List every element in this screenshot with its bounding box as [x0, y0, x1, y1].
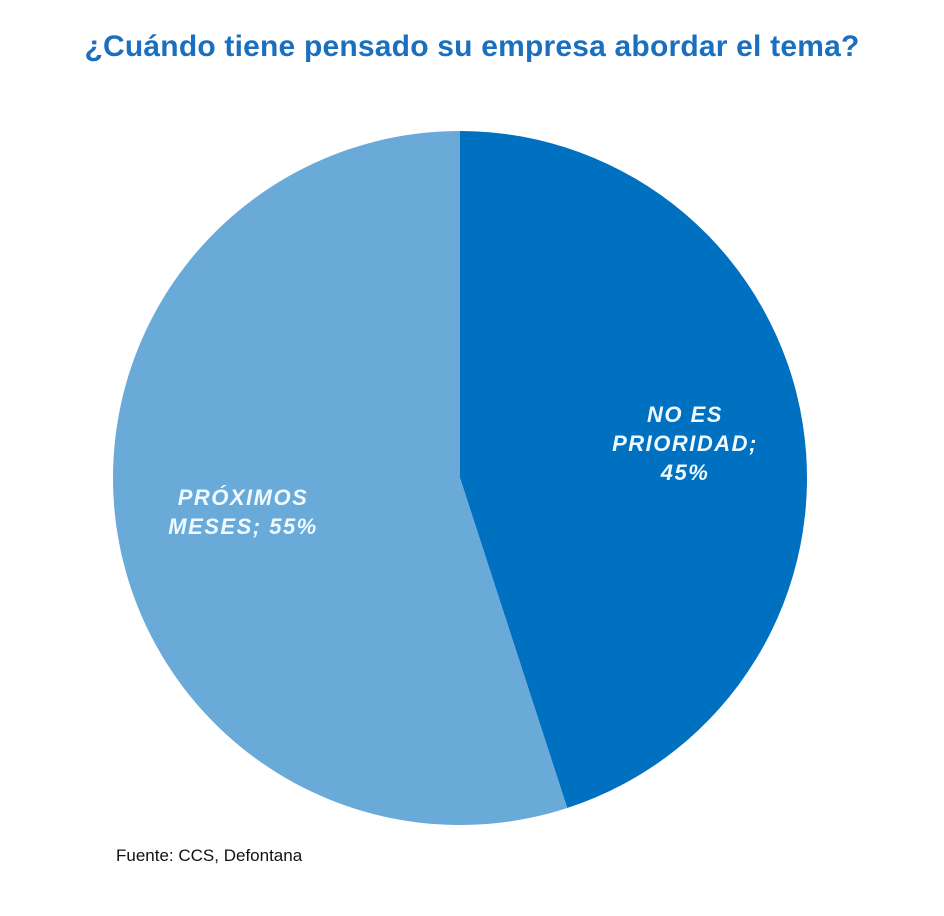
slice-label-line: NO ES [647, 402, 723, 427]
slice-label-line: MESES; 55% [168, 514, 318, 539]
slice-label-line: PRÓXIMOS [178, 485, 309, 510]
slice-label-line: 45% [660, 460, 710, 485]
source-note: Fuente: CCS, Defontana [116, 846, 303, 865]
slice-label-1: NO ES PRIORIDAD; 45% [612, 402, 758, 485]
slice-label-line: PRIORIDAD; [612, 431, 758, 456]
slice-label-2: PRÓXIMOS MESES; 55% [168, 485, 318, 539]
chart-title: ¿Cuándo tiene pensado su empresa abordar… [84, 30, 860, 63]
pie-slice-2 [112, 131, 568, 826]
pie-slice-1 [460, 131, 807, 809]
